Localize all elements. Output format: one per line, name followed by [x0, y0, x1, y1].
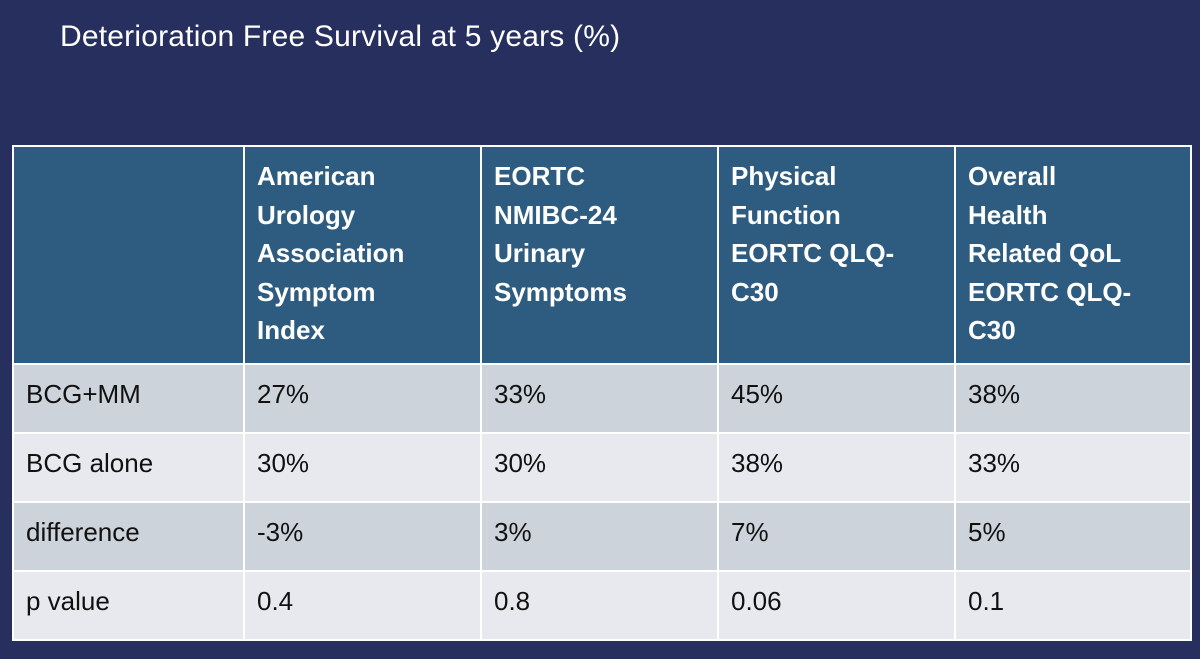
table-cell: 3%: [480, 501, 719, 572]
table-cell: 33%: [954, 432, 1192, 503]
table-cell: 0.06: [717, 570, 956, 641]
table-cell: 33%: [480, 363, 719, 434]
header-line: Association: [257, 238, 405, 268]
header-line: Physical: [731, 161, 837, 191]
header-cell-auasi: American Urology Association Symptom Ind…: [243, 145, 482, 365]
header-line: Urinary: [494, 238, 586, 268]
table-cell: 30%: [480, 432, 719, 503]
table-row: BCG+MM 27% 33% 45% 38%: [12, 363, 1192, 434]
slide-title: Deterioration Free Survival at 5 years (…: [60, 20, 621, 53]
header-line: C30: [968, 315, 1016, 345]
table-cell: 0.1: [954, 570, 1192, 641]
header-cell-physical-function: Physical Function EORTC QLQ- C30: [717, 145, 956, 365]
table-cell: 0.8: [480, 570, 719, 641]
table-cell: 5%: [954, 501, 1192, 572]
table-row: difference -3% 3% 7% 5%: [12, 501, 1192, 572]
header-line: Symptoms: [494, 276, 627, 307]
header-cell-overall-qol: Overall Health Related QoL EORTC QLQ- C3…: [954, 145, 1192, 365]
header-line: EORTC: [494, 161, 585, 191]
table-cell: 0.4: [243, 570, 482, 641]
header-line: Overall: [968, 161, 1057, 191]
table-cell: 38%: [954, 363, 1192, 434]
header-line: NMIBC-24: [494, 199, 617, 230]
header-line: Urology: [257, 199, 356, 230]
header-line: Function: [731, 199, 841, 230]
header-line: EORTC QLQ-: [968, 276, 1132, 307]
header-line: Index: [257, 315, 325, 345]
table-cell: 30%: [243, 432, 482, 503]
table-cell: 45%: [717, 363, 956, 434]
row-label: BCG alone: [12, 432, 245, 503]
table-row: BCG alone 30% 30% 38% 33%: [12, 432, 1192, 503]
header-line: EORTC QLQ-: [731, 238, 895, 268]
header-line: Symptom: [257, 276, 376, 307]
table-cell: 38%: [717, 432, 956, 503]
header-line: Related QoL: [968, 238, 1122, 268]
header-cell-empty: [12, 145, 245, 365]
header-cell-nmibc24: EORTC NMIBC-24 Urinary Symptoms: [480, 145, 719, 365]
row-label: p value: [12, 570, 245, 641]
table-cell: -3%: [243, 501, 482, 572]
results-table: American Urology Association Symptom Ind…: [12, 145, 1192, 641]
row-label: BCG+MM: [12, 363, 245, 434]
header-line: C30: [731, 276, 779, 307]
table-cell: 27%: [243, 363, 482, 434]
table-row: p value 0.4 0.8 0.06 0.1: [12, 570, 1192, 641]
table-cell: 7%: [717, 501, 956, 572]
row-label: difference: [12, 501, 245, 572]
header-line: Health: [968, 199, 1048, 230]
header-row: American Urology Association Symptom Ind…: [12, 145, 1192, 365]
header-line: American: [257, 161, 376, 191]
